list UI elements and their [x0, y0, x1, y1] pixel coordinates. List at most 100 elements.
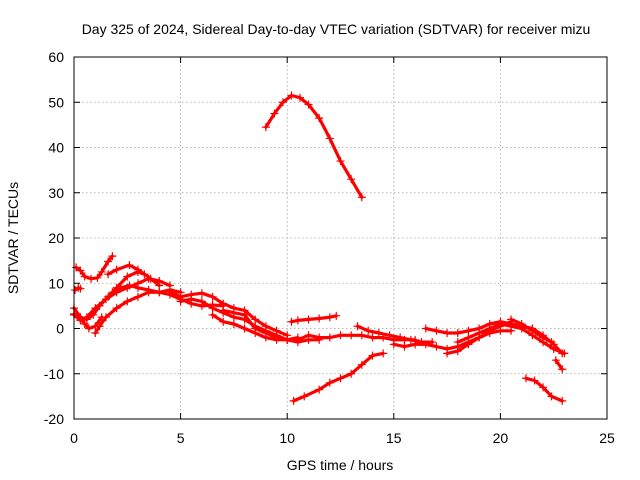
data-point-plus-marker	[289, 396, 298, 405]
data-point-plus-marker	[530, 376, 539, 385]
data-point-plus-marker	[251, 324, 260, 333]
y-tick-label: 60	[48, 49, 64, 65]
data-point-plus-marker	[97, 267, 106, 276]
data-point-plus-marker	[315, 385, 324, 394]
data-point-plus-marker	[357, 193, 366, 202]
data-point-plus-marker	[112, 304, 121, 313]
series-arc-24	[551, 356, 567, 374]
y-axis-label: SDTVAR / TECUs	[5, 182, 21, 294]
data-point-plus-marker	[521, 374, 530, 383]
data-point-plus-marker	[528, 326, 537, 335]
data-point-plus-marker	[558, 365, 567, 374]
series-arc-05	[70, 310, 106, 333]
data-point-plus-marker	[80, 272, 89, 281]
series-arc-15	[289, 349, 388, 405]
y-tick-label: 20	[48, 230, 64, 246]
data-point-plus-marker	[197, 297, 206, 306]
data-point-plus-marker	[76, 314, 85, 323]
series-arc-12	[219, 306, 302, 344]
data-point-plus-marker	[547, 392, 556, 401]
series-arc-13	[261, 91, 366, 202]
y-tick-label: 30	[48, 185, 64, 201]
data-point-plus-marker	[421, 324, 430, 333]
data-point-plus-marker	[95, 322, 104, 331]
data-point-plus-marker	[475, 329, 484, 338]
data-point-plus-marker	[76, 266, 85, 275]
data-point-plus-marker	[443, 329, 452, 338]
data-point-plus-marker	[272, 333, 281, 342]
y-tick-label: 0	[56, 321, 64, 337]
data-point-plus-marker	[368, 333, 377, 342]
series-line	[72, 312, 104, 331]
y-tick-label: 50	[48, 94, 64, 110]
series-arc-21	[453, 319, 569, 358]
x-tick-label: 20	[493, 430, 509, 446]
data-point-plus-marker	[551, 356, 560, 365]
data-point-plus-marker	[108, 288, 117, 297]
data-point-plus-marker	[219, 306, 228, 315]
data-point-plus-marker	[357, 331, 366, 340]
data-point-plus-marker	[464, 340, 473, 349]
data-point-plus-marker	[325, 333, 334, 342]
data-point-plus-marker	[283, 335, 292, 344]
data-point-plus-marker	[261, 123, 270, 132]
data-point-plus-marker	[82, 313, 91, 322]
data-point-plus-marker	[507, 315, 516, 324]
data-point-plus-marker	[123, 272, 132, 281]
data-point-plus-marker	[240, 310, 249, 319]
data-point-plus-marker	[453, 347, 462, 356]
data-point-plus-marker	[155, 281, 164, 290]
data-point-plus-marker	[385, 331, 394, 340]
data-point-plus-marker	[357, 360, 366, 369]
data-point-plus-marker	[146, 274, 155, 283]
data-point-plus-marker	[104, 257, 113, 266]
data-point-plus-marker	[389, 340, 398, 349]
data-point-plus-marker	[93, 273, 102, 282]
y-tick-label: -10	[44, 366, 64, 382]
data-point-plus-marker	[374, 329, 383, 338]
data-point-plus-marker	[155, 288, 164, 297]
y-tick-label: 40	[48, 140, 64, 156]
data-point-plus-marker	[464, 326, 473, 335]
data-point-plus-marker	[315, 314, 324, 323]
data-point-plus-marker	[353, 322, 362, 331]
data-point-plus-marker	[549, 344, 558, 353]
x-tick-label: 25	[599, 430, 615, 446]
data-point-plus-marker	[133, 292, 142, 301]
data-point-plus-marker	[270, 109, 279, 118]
data-point-plus-marker	[72, 263, 81, 272]
data-point-plus-marker	[336, 157, 345, 166]
data-point-plus-marker	[278, 98, 287, 107]
data-point-plus-marker	[240, 324, 249, 333]
data-point-plus-marker	[197, 289, 206, 298]
data-point-plus-marker	[76, 284, 85, 293]
data-point-plus-marker	[304, 100, 313, 109]
data-point-plus-marker	[315, 333, 324, 342]
y-axis: -20 -10 0 10 20 30 40 50 60	[44, 49, 607, 427]
data-point-plus-marker	[453, 329, 462, 338]
y-tick-label: 10	[48, 275, 64, 291]
y-tick-label: -20	[44, 411, 64, 427]
series-line	[93, 288, 183, 335]
series-arc-09	[168, 288, 292, 340]
series-line	[264, 93, 364, 199]
data-point-plus-marker	[125, 261, 134, 270]
data-point-plus-marker	[287, 91, 296, 100]
series-arc-14	[287, 311, 341, 326]
data-point-plus-marker	[91, 329, 100, 338]
data-point-plus-marker	[336, 331, 345, 340]
data-point-plus-marker	[261, 329, 270, 338]
data-point-plus-marker	[432, 342, 441, 351]
data-point-plus-marker	[112, 265, 121, 274]
data-point-plus-marker	[133, 283, 142, 292]
data-point-plus-marker	[91, 304, 100, 313]
data-point-plus-marker	[539, 333, 548, 342]
data-point-plus-marker	[293, 316, 302, 325]
data-point-plus-marker	[325, 134, 334, 143]
data-point-plus-marker	[364, 326, 373, 335]
series-arc-07	[104, 261, 164, 290]
data-point-plus-marker	[229, 308, 238, 317]
series-arc-22	[507, 315, 556, 347]
data-point-plus-marker	[400, 342, 409, 351]
data-point-plus-marker	[133, 265, 142, 274]
